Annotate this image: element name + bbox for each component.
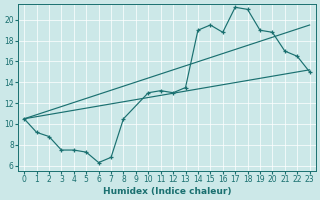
- X-axis label: Humidex (Indice chaleur): Humidex (Indice chaleur): [103, 187, 231, 196]
